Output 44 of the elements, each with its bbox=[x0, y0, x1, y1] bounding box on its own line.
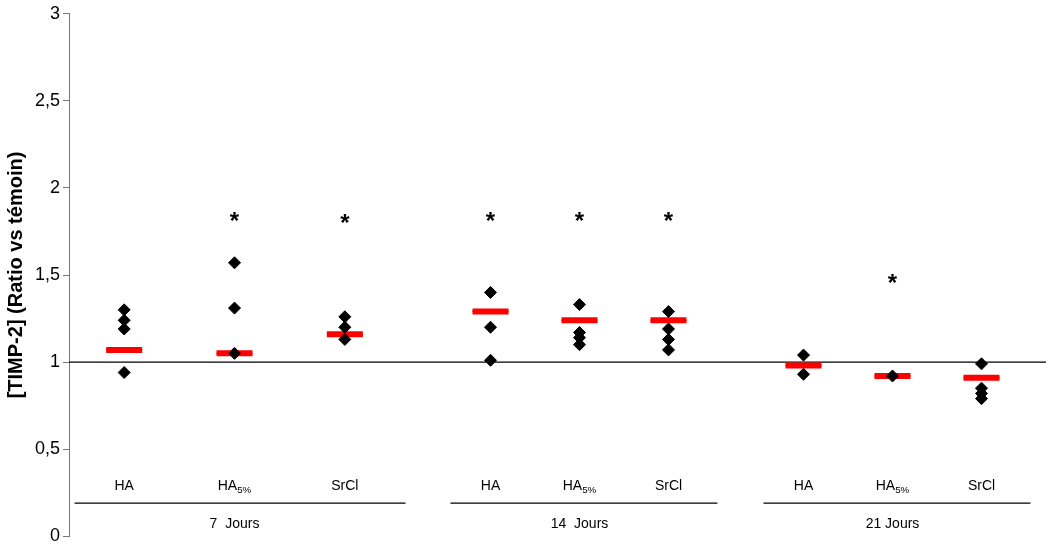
point bbox=[484, 285, 497, 299]
data-label: * bbox=[340, 209, 351, 237]
x-axis-title: 21 Jours bbox=[865, 515, 920, 532]
x-axis-title: 14 Jours bbox=[550, 515, 609, 532]
y-axis-title: [TIMP-2] (Ratio vs témoin) bbox=[3, 151, 26, 399]
point bbox=[797, 367, 810, 381]
y-tick-label: 2 bbox=[50, 176, 61, 197]
point bbox=[228, 256, 242, 270]
point bbox=[338, 310, 352, 324]
x-axis-title: 7 Jours bbox=[209, 515, 260, 532]
data-label: * bbox=[485, 207, 496, 235]
data-label: * bbox=[887, 268, 898, 296]
point bbox=[662, 332, 675, 346]
point bbox=[117, 303, 131, 317]
point bbox=[338, 320, 352, 334]
point bbox=[662, 305, 675, 319]
y-tick-label: 2,5 bbox=[34, 89, 61, 110]
point bbox=[573, 298, 586, 312]
x-tick-label: HA bbox=[114, 477, 135, 494]
point bbox=[975, 357, 988, 371]
x-tick-label: SrCl bbox=[331, 477, 359, 494]
point bbox=[662, 343, 675, 357]
point bbox=[228, 346, 242, 360]
data-label: * bbox=[229, 207, 240, 235]
point bbox=[117, 313, 131, 327]
y-tick-label: 0 bbox=[50, 525, 61, 546]
point bbox=[338, 332, 352, 346]
y-tick-label: 3 bbox=[50, 2, 61, 23]
y-tick-label: 0,5 bbox=[34, 438, 61, 459]
point bbox=[228, 301, 242, 315]
data-label: * bbox=[663, 207, 674, 235]
x-tick-label: SrCl bbox=[654, 477, 683, 494]
point bbox=[484, 353, 497, 367]
point bbox=[662, 322, 675, 336]
x-tick-label: HA bbox=[793, 477, 814, 494]
point bbox=[117, 366, 131, 380]
point bbox=[484, 320, 497, 334]
x-tick-label: HA bbox=[480, 477, 501, 494]
y-tick-label: 1 bbox=[50, 351, 61, 372]
y-tick-label: 1,5 bbox=[34, 263, 61, 284]
point bbox=[797, 348, 810, 362]
point bbox=[886, 369, 899, 383]
data-label: * bbox=[574, 207, 585, 235]
x-tick-label: SrCl bbox=[967, 477, 996, 494]
